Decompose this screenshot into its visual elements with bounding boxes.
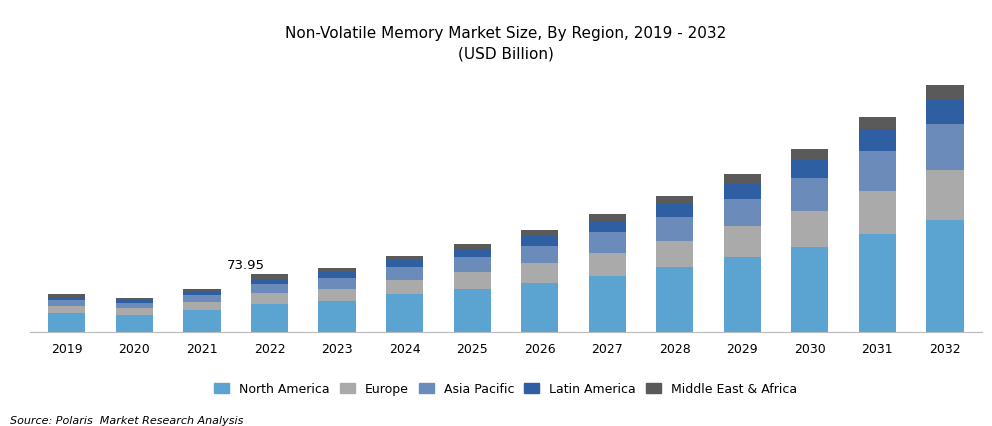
Bar — [386, 294, 424, 332]
Bar — [521, 230, 558, 236]
Bar — [251, 274, 288, 279]
Bar — [318, 278, 356, 288]
Bar — [116, 303, 153, 308]
Bar — [386, 280, 424, 294]
Bar — [116, 308, 153, 314]
Bar — [453, 249, 491, 257]
Bar — [453, 272, 491, 289]
Bar — [184, 302, 220, 310]
Text: 73.95: 73.95 — [227, 259, 265, 273]
Bar — [656, 267, 693, 332]
Bar — [724, 199, 761, 226]
Bar — [588, 276, 626, 332]
Bar — [49, 300, 85, 306]
Bar — [251, 304, 288, 332]
Bar — [521, 236, 558, 246]
Bar — [927, 170, 963, 220]
Bar — [792, 178, 828, 211]
Bar — [724, 183, 761, 199]
Bar — [184, 295, 220, 302]
Bar — [318, 268, 356, 273]
Bar — [521, 283, 558, 332]
Bar — [859, 117, 896, 129]
Text: Source: Polaris  Market Research Analysis: Source: Polaris Market Research Analysis — [10, 416, 243, 426]
Bar — [588, 253, 626, 276]
Bar — [588, 232, 626, 253]
Bar — [49, 306, 85, 314]
Bar — [386, 268, 424, 280]
Bar — [386, 256, 424, 260]
Bar — [792, 247, 828, 332]
Bar — [251, 284, 288, 293]
Legend: North America, Europe, Asia Pacific, Latin America, Middle East & Africa: North America, Europe, Asia Pacific, Lat… — [209, 377, 803, 400]
Bar — [656, 217, 693, 241]
Bar — [588, 221, 626, 232]
Bar — [927, 220, 963, 332]
Bar — [453, 244, 491, 249]
Bar — [656, 241, 693, 267]
Bar — [859, 129, 896, 151]
Bar — [49, 297, 85, 300]
Bar — [318, 288, 356, 301]
Bar — [724, 257, 761, 332]
Bar — [453, 257, 491, 272]
Bar — [251, 279, 288, 284]
Bar — [792, 211, 828, 247]
Bar — [116, 298, 153, 300]
Bar — [927, 99, 963, 124]
Bar — [49, 314, 85, 332]
Bar — [184, 310, 220, 332]
Bar — [859, 190, 896, 234]
Bar — [724, 174, 761, 183]
Bar — [521, 246, 558, 263]
Bar — [116, 314, 153, 332]
Bar — [184, 292, 220, 295]
Bar — [251, 293, 288, 304]
Bar — [927, 85, 963, 99]
Bar — [792, 149, 828, 159]
Bar — [453, 289, 491, 332]
Bar — [386, 260, 424, 268]
Bar — [859, 234, 896, 332]
Bar — [116, 300, 153, 303]
Bar — [318, 301, 356, 332]
Bar — [184, 289, 220, 292]
Bar — [49, 294, 85, 297]
Bar — [588, 214, 626, 221]
Bar — [859, 151, 896, 190]
Bar — [656, 196, 693, 204]
Bar — [521, 263, 558, 283]
Title: Non-Volatile Memory Market Size, By Region, 2019 - 2032
(USD Billion): Non-Volatile Memory Market Size, By Regi… — [286, 26, 726, 61]
Bar — [927, 124, 963, 170]
Bar — [792, 159, 828, 178]
Bar — [724, 226, 761, 257]
Bar — [318, 273, 356, 278]
Bar — [656, 204, 693, 217]
